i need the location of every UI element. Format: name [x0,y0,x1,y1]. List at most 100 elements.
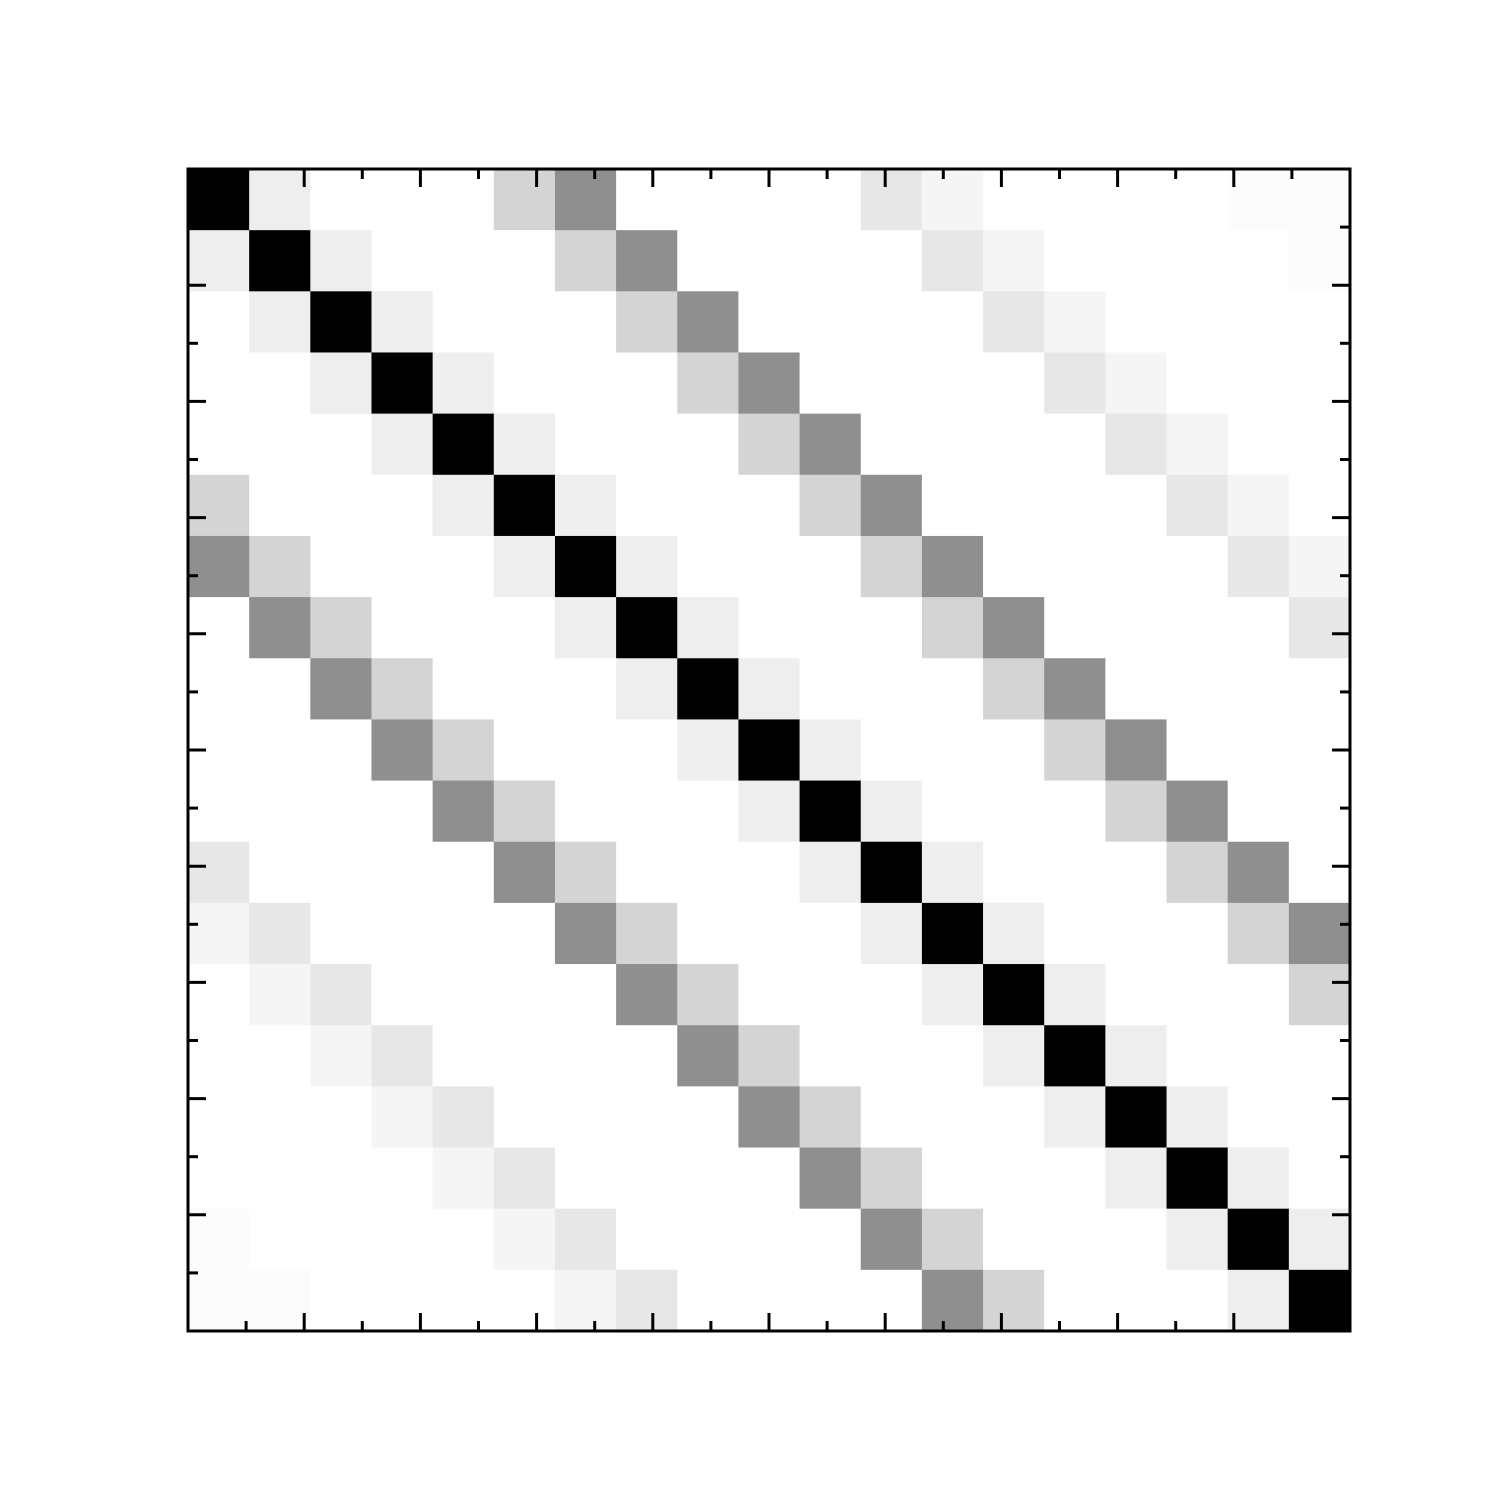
heatmap-cell [677,169,740,231]
heatmap-cell [249,597,311,659]
heatmap-cell [432,597,495,659]
heatmap-cell [1288,169,1351,231]
heatmap-cell [1105,1208,1168,1271]
heatmap-cell [799,1208,862,1271]
heatmap-cell [371,719,434,782]
heatmap-cell [860,780,923,843]
heatmap-cell [921,535,984,598]
heatmap-cell [432,352,495,415]
heatmap-cell [249,535,311,598]
heatmap-cell [310,1147,373,1210]
heatmap-cell [1288,841,1351,904]
heatmap-cell [310,658,373,721]
heatmap-cell [310,535,373,598]
heatmap-cell [1227,1269,1290,1332]
heatmap-cell [1105,1147,1168,1210]
heatmap-cell [616,1025,678,1087]
heatmap-cell [493,291,556,354]
heatmap-cell [1166,780,1229,843]
heatmap-cell [738,413,801,476]
heatmap-cell [188,413,250,476]
heatmap-cell [432,1086,495,1149]
heatmap-cell [1227,780,1290,843]
heatmap-cell [1227,291,1290,354]
heatmap-cell [249,1147,311,1210]
heatmap-cell [860,719,923,782]
heatmap-cell [921,964,984,1026]
heatmap-cell [677,1269,740,1332]
heatmap-cell [188,535,250,598]
heatmap-cell [983,169,1045,231]
heatmap-cell [188,352,250,415]
heatmap-cell [983,1269,1045,1332]
heatmap-cell [738,1208,801,1271]
heatmap-cell [921,841,984,904]
heatmap-cell [554,535,617,598]
heatmap-cell [1288,535,1351,598]
heatmap-cell [677,291,740,354]
heatmap-cell [616,597,678,659]
heatmap-cell [554,1025,617,1087]
heatmap-cell [1105,1025,1168,1087]
heatmap-cell [249,1086,311,1149]
heatmap-cell [188,1208,250,1271]
heatmap-cell [1227,1025,1290,1087]
heatmap-cell [1166,719,1229,782]
heatmap-cell [310,352,373,415]
heatmap-cell [1227,658,1290,721]
heatmap-cell [310,169,373,231]
heatmap-cell [493,902,556,965]
heatmap-cell [1044,964,1106,1026]
heatmap-cell [799,1086,862,1149]
heatmap-cell [310,841,373,904]
heatmap-cell [310,902,373,965]
heatmap-cell [799,230,862,292]
heatmap-cell [1044,413,1106,476]
heatmap-cell [371,474,434,537]
heatmap-cell [249,841,311,904]
heatmap-cell [799,780,862,843]
heatmap-cell [188,230,250,292]
heatmap-cell [432,291,495,354]
heatmap-cell [554,291,617,354]
heatmap-cell [554,1147,617,1210]
heatmap-cell [554,841,617,904]
heatmap-cell [799,719,862,782]
heatmap-cell [677,474,740,537]
heatmap-cell [1227,1208,1290,1271]
heatmap-cell [1044,841,1106,904]
heatmap-cell [1105,1269,1168,1332]
heatmap-cell [554,474,617,537]
heatmap-cell [310,597,373,659]
heatmap-cell [616,1269,678,1332]
heatmap-cell [310,474,373,537]
heatmap-cell [493,169,556,231]
heatmap-cell [738,230,801,292]
heatmap-cell [921,902,984,965]
heatmap-cell [493,964,556,1026]
heatmap-cell [921,169,984,231]
heatmap-cell [1227,169,1290,231]
heatmap-cell [249,352,311,415]
heatmap-cell [1288,1025,1351,1087]
heatmap-cell [249,291,311,354]
heatmap-cell [1105,474,1168,537]
heatmap-cell [554,1086,617,1149]
heatmap-cell [738,902,801,965]
heatmap-cell [432,1208,495,1271]
heatmap-cell [738,597,801,659]
heatmap-cell [1227,902,1290,965]
heatmap-cells [188,169,1351,1332]
heatmap-cell [616,902,678,965]
heatmap-cell [1105,902,1168,965]
heatmap-cell [1105,230,1168,292]
heatmap-cell [860,964,923,1026]
heatmap-cell [799,1025,862,1087]
heatmap-cell [1166,841,1229,904]
heatmap-cell [1105,658,1168,721]
heatmap-cell [1288,352,1351,415]
heatmap-cell [1166,474,1229,537]
heatmap-cell [983,780,1045,843]
heatmap-cell [493,1025,556,1087]
heatmap-cell [188,597,250,659]
